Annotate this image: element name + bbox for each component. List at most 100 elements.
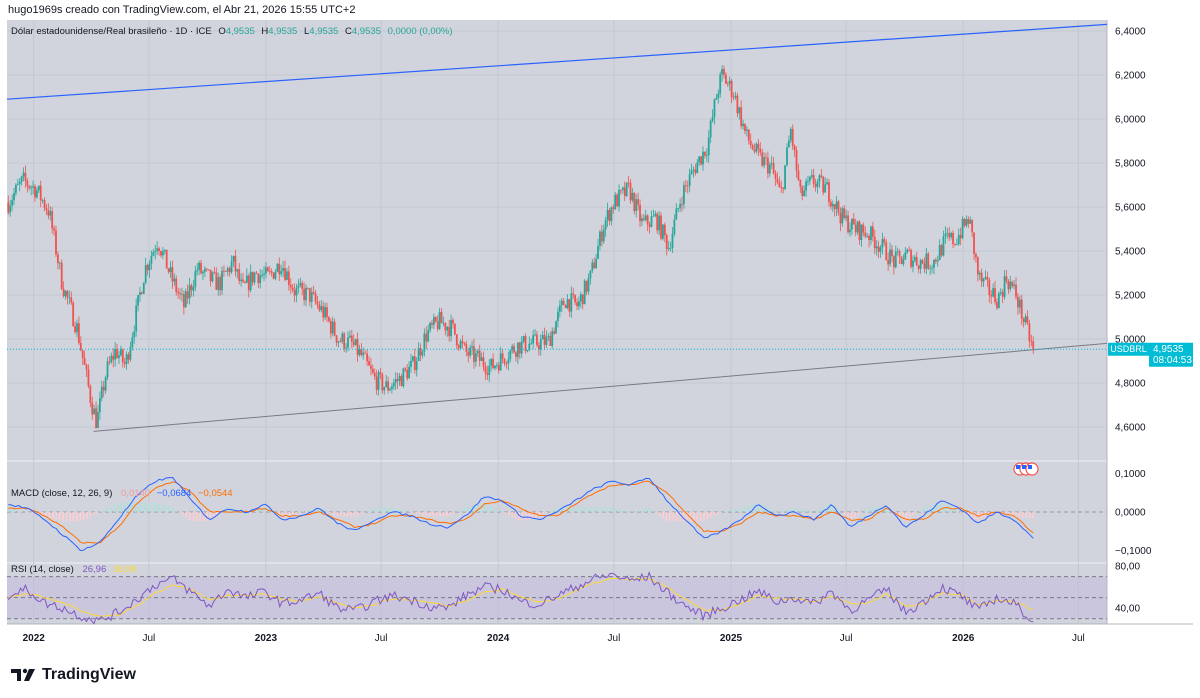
macd-histogram-bar	[1025, 512, 1028, 518]
candle-body	[362, 352, 365, 356]
candle-body	[150, 255, 153, 264]
candle-body	[26, 180, 29, 187]
candle-body	[763, 157, 765, 166]
candle-body	[245, 275, 248, 283]
candle-body	[778, 182, 781, 188]
candle-body	[1005, 276, 1008, 281]
macd-histogram-bar	[727, 510, 729, 512]
time-axis[interactable]: 2022 Jul 2023 Jul 2024 Jul 2025 Jul 2026 Jul	[23, 633, 1085, 644]
candle-body	[782, 187, 785, 190]
candle-body	[72, 302, 75, 327]
candle-body	[772, 163, 775, 174]
tradingview-logo[interactable]: TradingView	[10, 666, 136, 684]
candle-body	[1028, 323, 1031, 342]
candle-body	[482, 357, 485, 367]
candle-body	[211, 272, 214, 282]
candle-body	[738, 107, 741, 114]
macd-histogram-bar	[912, 512, 915, 516]
candle-body	[534, 334, 536, 336]
macd-histogram-bar	[226, 507, 229, 512]
candle-body	[249, 271, 252, 291]
macd-histogram-bar	[295, 512, 298, 514]
candle-body	[602, 229, 605, 242]
macd-histogram-bar	[919, 509, 921, 512]
candle-body	[765, 157, 767, 159]
candle-body	[265, 267, 267, 274]
rsi-y-tick-label: 40,00	[1115, 604, 1140, 615]
macd-histogram-bar	[679, 512, 681, 522]
candle-body	[807, 180, 809, 182]
candle-body	[186, 291, 189, 299]
trendline-bottom[interactable]	[93, 342, 1108, 432]
macd-histogram-bar	[483, 503, 486, 512]
macd-histogram-bar	[72, 512, 75, 522]
candle-body	[125, 354, 128, 364]
event-flags[interactable]	[1013, 462, 1039, 476]
price-axis[interactable]: 6,4000 6,2000 6,0000 5,8000 5,6000 5,4000 5,20…	[1115, 27, 1152, 615]
macd-histogram-bar	[576, 507, 579, 512]
chart-area[interactable]: 6,4000 6,2000 6,0000 5,8000 5,6000 5,4000 5,20…	[6, 20, 1193, 658]
legend-close: 4,9535	[352, 26, 381, 37]
candle-body	[759, 148, 762, 153]
candle-body	[488, 365, 491, 375]
candle-body	[820, 175, 823, 177]
candle-body	[637, 199, 640, 205]
chart-svg[interactable]: 6,4000 6,2000 6,0000 5,8000 5,6000 5,4000 5,20…	[6, 20, 1193, 658]
macd-histogram-bar	[867, 507, 870, 512]
macd-histogram-bar	[593, 507, 596, 512]
candle-body	[93, 408, 96, 415]
macd-histogram-bar	[490, 506, 493, 512]
candle-body	[167, 268, 170, 272]
macd-histogram-bar	[706, 512, 709, 520]
x-tick-label: 2024	[487, 633, 510, 644]
candle-body	[108, 361, 111, 363]
candle-body	[133, 331, 136, 338]
candle-body	[419, 348, 422, 356]
macd-histogram-bar	[254, 509, 256, 512]
candle-body	[427, 330, 430, 342]
macd-histogram-bar	[202, 512, 205, 522]
x-tick-label: 2022	[23, 633, 46, 644]
macd-histogram-bar	[789, 508, 791, 512]
candle-body	[119, 349, 122, 356]
trendlines[interactable]	[6, 23, 1108, 432]
candle-body	[719, 74, 722, 94]
candle-body	[1003, 276, 1006, 297]
candle-body	[875, 246, 878, 249]
candle-body	[883, 239, 886, 243]
candle-body	[177, 291, 180, 294]
candle-body	[497, 364, 500, 371]
candle-body	[318, 304, 321, 311]
candle-body	[503, 358, 506, 364]
macd-histogram-bar	[850, 512, 853, 521]
price-legend: Dólar estadounidense/Real brasileño · 1D…	[11, 26, 453, 37]
candle-body	[736, 95, 739, 114]
candle-body	[413, 356, 416, 371]
candle-body	[154, 251, 157, 253]
legend-open: 4,9535	[226, 26, 255, 37]
price-axis-bg	[1107, 20, 1193, 658]
macd-histogram-bar	[309, 509, 311, 512]
trendline-top[interactable]	[6, 23, 1108, 100]
candle-body	[377, 372, 380, 390]
candle-body	[64, 290, 67, 297]
candle-body	[16, 184, 19, 185]
candle-body	[610, 207, 613, 222]
candle-body	[152, 252, 155, 256]
macd-histogram-bar	[771, 509, 774, 512]
candle-body	[856, 221, 859, 233]
candle-body	[242, 279, 244, 282]
candle-body	[812, 175, 815, 184]
macd-histogram-bar	[795, 507, 798, 512]
candle-body	[123, 362, 126, 364]
candle-body	[543, 335, 546, 345]
candle-body	[97, 412, 99, 428]
macd-histogram-bar	[624, 510, 627, 512]
macd-signal-value: −0,0544	[198, 488, 233, 499]
candle-body	[849, 229, 851, 233]
candle-body	[612, 207, 615, 210]
candle-body	[165, 249, 168, 269]
x-tick-label: 2023	[255, 633, 278, 644]
candle-body	[959, 235, 962, 239]
rsi-ma-line	[8, 577, 1034, 617]
